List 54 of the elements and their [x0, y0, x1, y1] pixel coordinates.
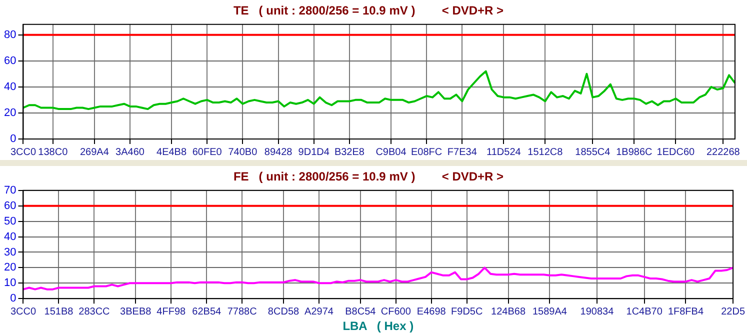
- y-tick-label: 10: [4, 277, 16, 290]
- x-tick-label: 9D1D4: [298, 146, 330, 158]
- x-tick-label: 151B8: [44, 306, 74, 318]
- chart-title: TE ( unit : 2800/256 = 10.9 mV ) < DVD+R >: [233, 4, 504, 18]
- x-tick-label: 740B0: [228, 146, 258, 158]
- x-tick-label: A2974: [304, 306, 334, 318]
- y-tick-label: 40: [4, 80, 16, 93]
- y-tick-label: 70: [4, 184, 16, 196]
- y-tick-label: 20: [4, 262, 16, 274]
- x-tick-label: CF600: [380, 306, 412, 318]
- x-tick-label: 4FF98: [156, 306, 186, 318]
- y-tick-label: 30: [4, 246, 16, 258]
- x-tick-label: 1589A4: [532, 306, 568, 318]
- x-tick-label: 124B68: [491, 306, 526, 318]
- x-tick-label: 3CC0: [10, 146, 36, 158]
- y-tick-label: 60: [4, 54, 16, 67]
- x-tick-label: 1512C8: [528, 146, 564, 158]
- x-tick-label: F7E34: [447, 146, 478, 158]
- y-tick-label: 20: [4, 106, 16, 119]
- y-tick-label: 80: [4, 28, 16, 41]
- x-tick-label: 3BEB8: [120, 306, 152, 318]
- chart-title: FE ( unit : 2800/256 = 10.9 mV ) < DVD+R >: [233, 170, 504, 184]
- y-tick-label: 40: [4, 230, 16, 243]
- x-tick-label: 3CC0: [10, 306, 36, 318]
- x-tick-label: 11D524: [486, 146, 522, 158]
- x-tick-label: 283CC: [78, 306, 110, 318]
- y-tick-label: 0: [10, 292, 16, 305]
- x-tick-label: E08FC: [411, 146, 442, 158]
- x-tick-label: 4E4B8: [156, 146, 187, 158]
- x-tick-label: 222268: [706, 146, 740, 158]
- x-tick-label: 1EDC60: [656, 146, 696, 158]
- y-tick-label: 50: [4, 215, 16, 228]
- x-tick-label: 89428: [264, 146, 293, 158]
- x-tick-label: 269A4: [80, 146, 110, 158]
- x-tick-label: 1855C4: [575, 146, 611, 158]
- x-tick-label: B8C54: [345, 306, 376, 318]
- x-tick-label: 1B986C: [616, 146, 652, 158]
- x-tick-label: 1F8FB4: [668, 306, 704, 318]
- x-tick-label: 7788C: [227, 306, 257, 318]
- x-axis-title: LBA ( Hex ): [342, 319, 414, 334]
- x-tick-label: 60FE0: [192, 146, 222, 158]
- x-tick-label: C9B04: [376, 146, 407, 158]
- x-tick-label: 138C0: [38, 146, 68, 158]
- x-tick-label: 22D5: [721, 306, 746, 318]
- x-tick-label: F9D5C: [451, 306, 483, 318]
- y-tick-label: 0: [10, 133, 16, 146]
- x-tick-label: 1C4B70: [626, 306, 663, 318]
- y-tick-label: 60: [4, 200, 16, 212]
- x-tick-label: E4698: [416, 306, 446, 318]
- x-tick-label: 62B54: [192, 306, 222, 318]
- x-tick-label: B32E8: [334, 146, 365, 158]
- x-tick-label: 8CD58: [268, 306, 300, 318]
- x-tick-label: 3A460: [116, 146, 145, 158]
- x-tick-label: 190834: [580, 306, 614, 318]
